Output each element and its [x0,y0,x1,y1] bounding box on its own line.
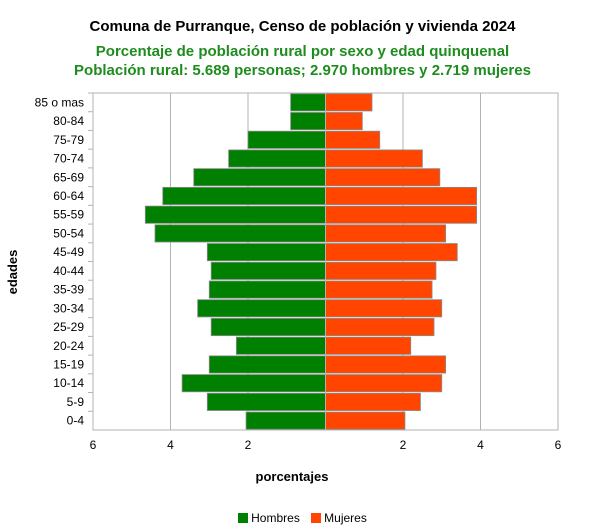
x-tick-label: 4 [167,438,174,452]
bar-mujeres [325,261,437,280]
bar-mujeres [325,112,363,131]
bar-mujeres [325,186,478,205]
x-tick-label: 6 [90,438,97,452]
x-tick-label: 2 [245,438,252,452]
bar-hombres [228,149,326,168]
bar-mujeres [325,130,381,149]
bar-hombres [208,355,326,374]
bar-mujeres [325,243,458,262]
bar-hombres [290,112,326,131]
bar-hombres [181,374,326,393]
axis-labels: 6 4 2 2 4 6 85 o mas 80-84 75-79 70-74 65-69 60-64 5… [35,95,562,452]
legend-label-hombres: Hombres [251,511,300,525]
legend-item-hombres: Hombres [238,511,300,525]
bar-hombres [144,205,326,224]
chart-subtitle-1: Porcentaje de población rural por sexo y… [95,43,510,60]
bar-hombres [206,392,326,411]
y-tick-label: 65-69 [53,170,84,184]
bar-mujeres [325,299,443,318]
legend: Hombres Mujeres [0,511,605,526]
bar-hombres [235,336,326,355]
bar-hombres [162,186,326,205]
y-tick-label: 35-39 [53,283,84,297]
bar-mujeres [325,374,443,393]
y-axis-label: edades [5,250,20,295]
y-tick-label: 30-34 [53,301,84,315]
legend-label-mujeres: Mujeres [324,511,367,525]
y-tick-label: 75-79 [53,133,84,147]
y-tick-label: 55-59 [53,208,84,222]
bar-hombres [245,411,326,430]
y-tick-label: 10-14 [53,376,84,390]
bar-hombres [154,224,326,243]
y-tick-label: 25-29 [53,320,84,334]
legend-swatch-hombres [238,513,249,523]
y-tick-label: 70-74 [53,152,84,166]
y-tick-label: 60-64 [53,189,84,203]
bar-hombres [247,130,326,149]
bar-hombres [210,318,326,337]
bar-mujeres [325,224,447,243]
bar-hombres [210,261,326,280]
x-tick-label: 6 [555,438,562,452]
bar-mujeres [325,336,412,355]
chart-subtitle-2: Población rural: 5.689 personas; 2.970 h… [74,62,531,79]
x-axis-label: porcentajes [256,469,329,484]
chart-title: Comuna de Purranque, Censo de población … [89,18,516,35]
y-tick-label: 40-44 [53,264,84,278]
bar-hombres [290,93,326,112]
bar-hombres [206,243,326,262]
bar-mujeres [325,149,423,168]
y-tick-label: 85 o mas [35,95,84,109]
bar-hombres [208,280,326,299]
bar-mujeres [325,168,441,187]
y-tick-label: 50-54 [53,226,84,240]
bar-hombres [197,299,326,318]
x-tick-label: 2 [400,438,407,452]
bar-mujeres [325,280,433,299]
bar-mujeres [325,392,421,411]
bar-mujeres [325,205,478,224]
bar-mujeres [325,411,406,430]
x-tick-label: 4 [477,438,484,452]
bars [144,93,478,430]
bar-mujeres [325,355,447,374]
legend-item-mujeres: Mujeres [311,511,367,525]
bar-mujeres [325,318,435,337]
y-tick-label: 5-9 [67,395,85,409]
bar-hombres [193,168,326,187]
y-tick-label: 15-19 [53,357,84,371]
axes [88,92,326,430]
bar-mujeres [325,93,373,112]
y-tick-label: 20-24 [53,339,84,353]
y-tick-label: 80-84 [53,114,84,128]
y-tick-label: 0-4 [67,414,85,428]
legend-swatch-mujeres [311,513,322,523]
y-tick-label: 45-49 [53,245,84,259]
